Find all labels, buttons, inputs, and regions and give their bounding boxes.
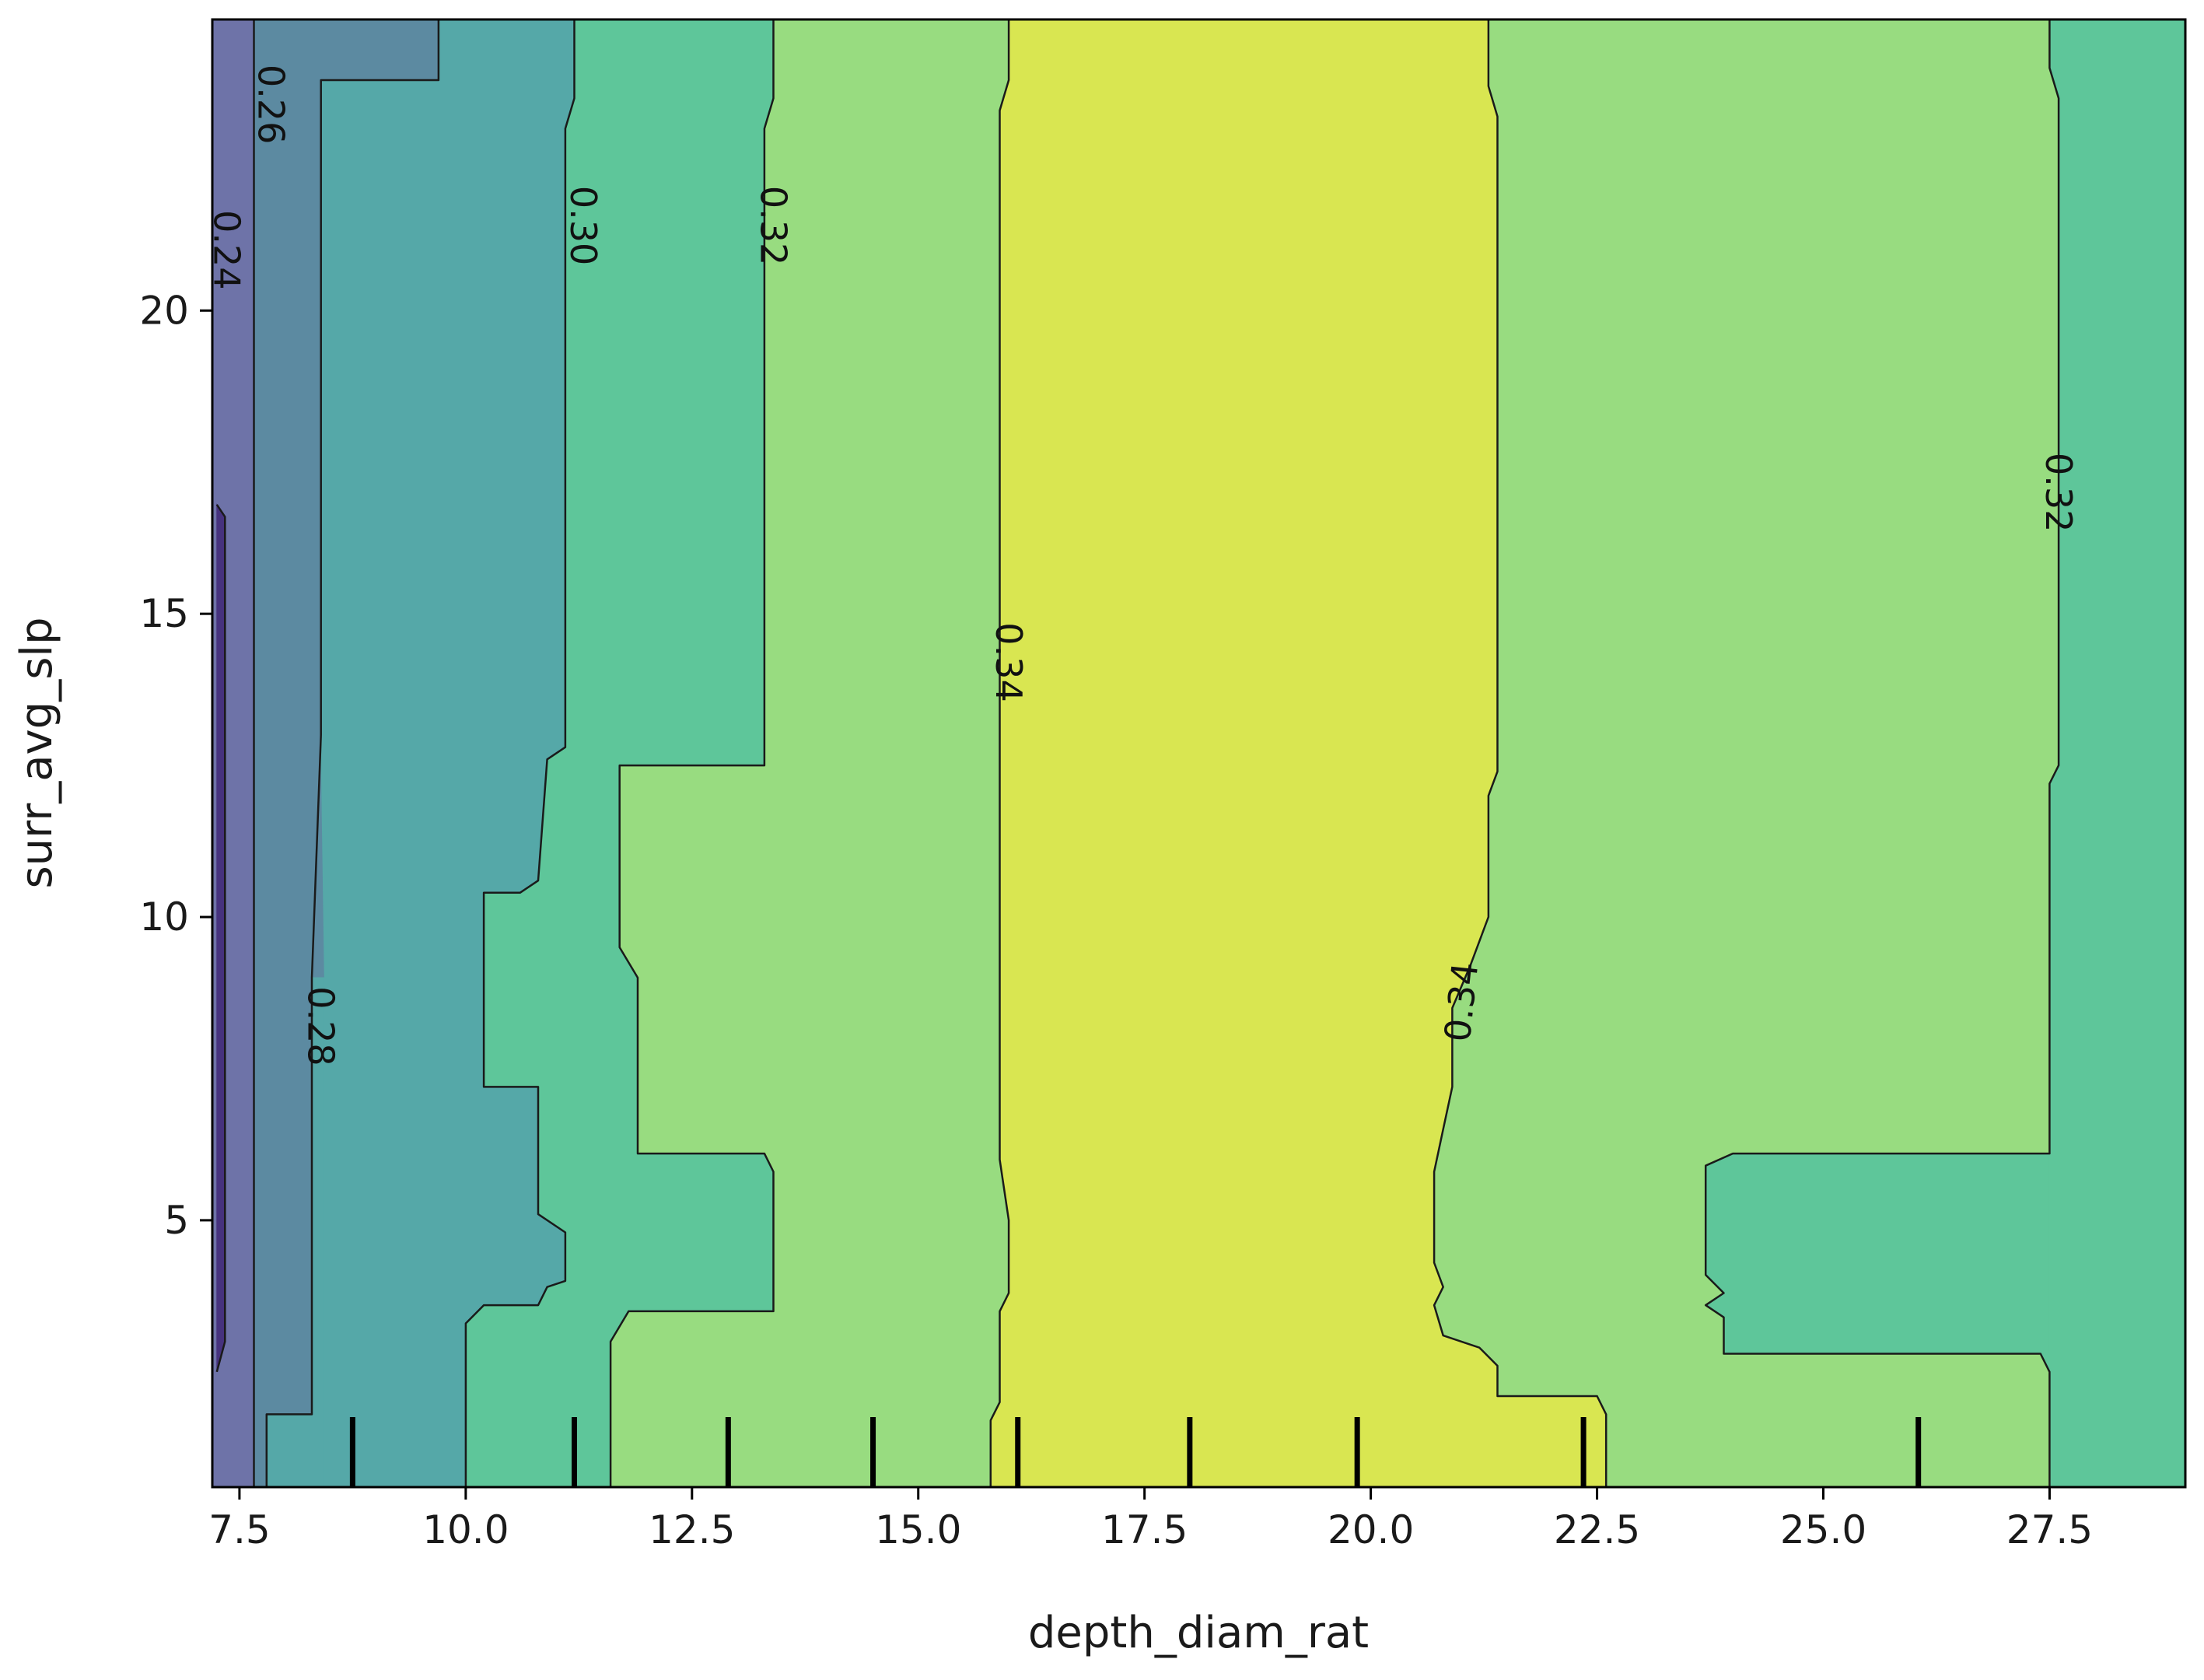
- y-axis-label: surr_avg_slp: [12, 617, 62, 888]
- contour-label-7: 0.34: [1436, 960, 1486, 1044]
- contour-label-2: 0.30: [562, 186, 604, 265]
- plot-area: 0.260.24 0.30 0.320.320.340.28 0.34: [206, 18, 2187, 1489]
- contour-lines: [215, 19, 2060, 1487]
- contour-label-0: 0.26: [250, 65, 292, 144]
- contour-line-7: [1704, 19, 2060, 1487]
- contour-labels: 0.260.24 0.30 0.320.320.340.28 0.34: [206, 65, 2080, 1066]
- x-tick-label-3: 15.0: [875, 1507, 961, 1552]
- x-axis-label: depth_diam_rat: [1028, 1608, 1369, 1658]
- y-tick-label-3: 20: [139, 288, 189, 333]
- y-tick-label-2: 15: [139, 591, 189, 636]
- contour-region-8: [2039, 19, 2185, 1487]
- contour-region-9: [216, 503, 226, 1372]
- contour-label-6: 0.28: [300, 986, 342, 1066]
- x-tick-label-2: 12.5: [649, 1507, 735, 1552]
- plot-frame: [211, 18, 2187, 1489]
- y-tick-label-0: 5: [164, 1198, 189, 1243]
- y-tick-label-1: 10: [139, 894, 189, 940]
- x-tick-label-5: 20.0: [1328, 1507, 1414, 1552]
- x-tick-label-0: 7.5: [208, 1507, 271, 1552]
- contour-line-2: [265, 19, 440, 1487]
- contour-label-4: 0.32: [2038, 453, 2080, 532]
- x-tick-label-4: 17.5: [1101, 1507, 1188, 1552]
- x-axis: 7.5 10.0 12.5 15.0 17.5 20.0 22.5 25.0 27.5: [208, 1487, 2093, 1552]
- contour-label-3: 0.32: [753, 186, 795, 265]
- rug-marks: [349, 1417, 1922, 1487]
- x-tick-label-7: 25.0: [1780, 1507, 1866, 1552]
- contour-line-4: [609, 19, 775, 1487]
- contour-line-3: [464, 19, 575, 1487]
- contour-line-0: [215, 504, 226, 1373]
- contour-line-5: [989, 19, 1010, 1487]
- contour-label-5: 0.34: [988, 622, 1030, 702]
- x-tick-label-8: 27.5: [2006, 1507, 2093, 1552]
- x-tick-label-1: 10.0: [422, 1507, 509, 1552]
- y-axis: 5 10 15 20: [139, 288, 212, 1243]
- contour-line-6: [1433, 19, 1608, 1487]
- contour-fill-regions: [212, 19, 2185, 1487]
- x-tick-label-6: 22.5: [1554, 1507, 1640, 1552]
- contour-region-7: [1705, 1153, 2050, 1354]
- contour-region-2: [320, 19, 575, 1487]
